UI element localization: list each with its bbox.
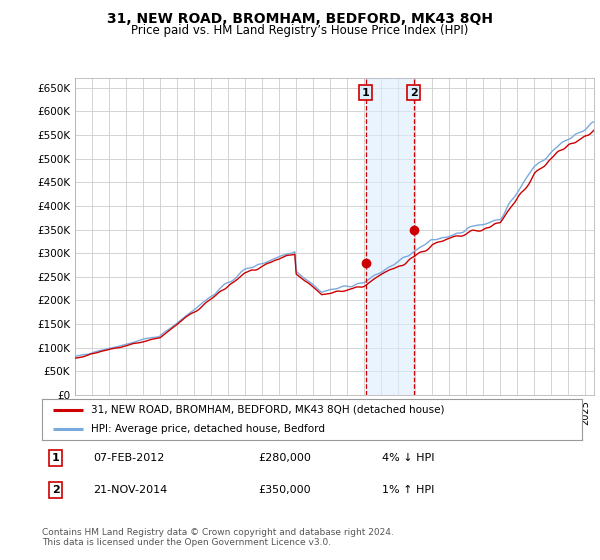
Text: 1: 1 (362, 87, 370, 97)
Text: 07-FEB-2012: 07-FEB-2012 (94, 453, 164, 463)
Text: 4% ↓ HPI: 4% ↓ HPI (382, 453, 434, 463)
Text: £350,000: £350,000 (258, 485, 311, 495)
Text: 2: 2 (52, 485, 59, 495)
Text: £280,000: £280,000 (258, 453, 311, 463)
Text: Price paid vs. HM Land Registry’s House Price Index (HPI): Price paid vs. HM Land Registry’s House … (131, 24, 469, 36)
Text: 2: 2 (410, 87, 418, 97)
Text: 31, NEW ROAD, BROMHAM, BEDFORD, MK43 8QH (detached house): 31, NEW ROAD, BROMHAM, BEDFORD, MK43 8QH… (91, 405, 444, 415)
Text: 31, NEW ROAD, BROMHAM, BEDFORD, MK43 8QH: 31, NEW ROAD, BROMHAM, BEDFORD, MK43 8QH (107, 12, 493, 26)
Text: HPI: Average price, detached house, Bedford: HPI: Average price, detached house, Bedf… (91, 423, 325, 433)
Text: 1% ↑ HPI: 1% ↑ HPI (382, 485, 434, 495)
Text: 1: 1 (52, 453, 59, 463)
Text: 21-NOV-2014: 21-NOV-2014 (94, 485, 167, 495)
Bar (365, 78, 413, 395)
Text: Contains HM Land Registry data © Crown copyright and database right 2024.
This d: Contains HM Land Registry data © Crown c… (42, 528, 394, 547)
